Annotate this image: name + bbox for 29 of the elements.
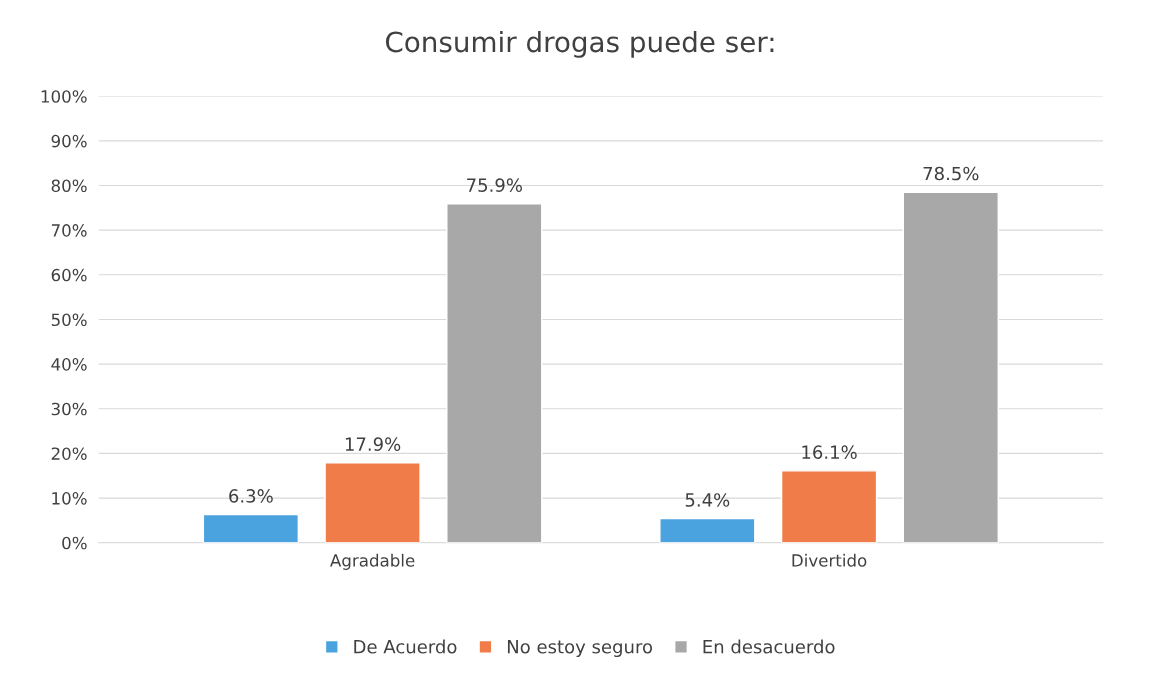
x-tick-label: Agradable [330, 553, 415, 570]
legend-label: En desacuerdo [703, 639, 835, 654]
y-tick-label: 90% [51, 134, 87, 148]
y-tick-label: 80% [51, 179, 87, 193]
y-tick-label: 70% [51, 224, 87, 237]
y-tick-label: 10% [52, 492, 87, 505]
y-tick-label: 100% [41, 90, 87, 103]
bar [780, 470, 878, 543]
legend-label: De Acuerdo [354, 639, 457, 654]
bar [902, 191, 999, 543]
chart-title: Consumir drogas puede ser: [385, 30, 774, 58]
x-tick-label: Divertido [792, 553, 867, 567]
data-label: 6.3% [229, 489, 273, 503]
data-label: 5.4% [685, 493, 730, 507]
y-tick-label: 40% [51, 358, 87, 371]
legend-label: No estoy seguro [507, 640, 653, 658]
y-tick-label: 60% [51, 268, 87, 282]
data-label: 17.9% [345, 437, 401, 451]
data-label: 78.5% [923, 166, 979, 181]
bar [324, 462, 421, 543]
y-tick-label: 20% [51, 447, 87, 460]
bar [446, 203, 543, 543]
data-label: 75.9% [467, 178, 522, 192]
data-label: 16.1% [802, 445, 857, 459]
bar [659, 517, 756, 543]
y-tick-label: 0% [62, 536, 87, 550]
bar [202, 513, 300, 543]
y-tick-label: 50% [51, 313, 87, 327]
y-tick-label: 30% [51, 402, 87, 416]
